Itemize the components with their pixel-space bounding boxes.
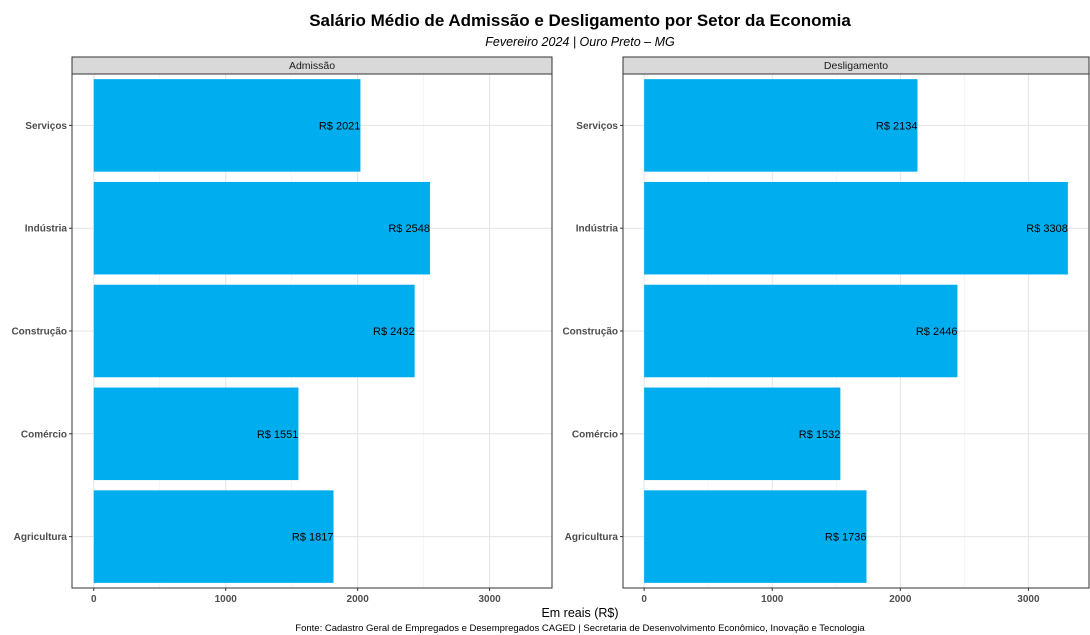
y-tick-label: Indústria xyxy=(25,224,68,235)
bar xyxy=(644,79,918,172)
bar-value-label: R$ 2432 xyxy=(373,326,415,338)
y-tick-label: Serviços xyxy=(25,121,67,132)
bar xyxy=(644,181,1068,275)
bar-value-label: R$ 1736 xyxy=(825,532,867,544)
y-tick-label: Construção xyxy=(11,327,67,338)
bar xyxy=(93,181,430,275)
panel-2: Desligamento R$ 2134 R$ 3308 R$ 2446 R$ 1532… xyxy=(562,56,1090,605)
bar xyxy=(93,79,361,172)
y-tick-label: Agricultura xyxy=(14,532,68,543)
x-tick-label: 0 xyxy=(91,594,97,605)
bar-value-label: R$ 1817 xyxy=(292,532,334,544)
bar-value-label: R$ 1551 xyxy=(257,429,299,441)
x-tick-label: 0 xyxy=(641,594,647,605)
panel-1: Admissão R$ 2021 R$ 2548 R$ 2432 R$ 1551 R$ 1… xyxy=(11,56,553,605)
x-tick-label: 1000 xyxy=(761,594,784,605)
bar-value-label: R$ 1532 xyxy=(799,429,841,441)
bar-value-label: R$ 2548 xyxy=(388,223,430,235)
panels: Admissão R$ 2021 R$ 2548 R$ 2432 R$ 1551 R$ 1… xyxy=(11,56,1090,605)
bar xyxy=(93,490,334,583)
y-tick-label: Construção xyxy=(562,327,618,338)
y-tick-label: Agricultura xyxy=(565,532,619,543)
bar-value-label: R$ 3308 xyxy=(1026,223,1068,235)
y-tick-label: Comércio xyxy=(572,429,618,440)
x-tick-label: 3000 xyxy=(478,594,501,605)
x-tick-label: 3000 xyxy=(1017,594,1040,605)
bar xyxy=(644,490,867,583)
bar xyxy=(644,387,841,481)
bar-value-label: R$ 2134 xyxy=(876,120,918,132)
x-tick-label: 1000 xyxy=(215,594,238,605)
y-tick-label: Indústria xyxy=(576,224,619,235)
panel-strip-label: Desligamento xyxy=(824,60,888,72)
bar-value-label: R$ 2446 xyxy=(916,326,958,338)
y-tick-label: Serviços xyxy=(576,121,618,132)
chart-title: Salário Médio de Admissão e Desligamento… xyxy=(309,11,851,30)
x-axis-label: Em reais (R$) xyxy=(541,606,618,620)
x-tick-label: 2000 xyxy=(347,594,370,605)
x-tick-label: 2000 xyxy=(889,594,912,605)
bar xyxy=(644,284,958,378)
bar-value-label: R$ 2021 xyxy=(319,120,361,132)
chart-caption: Fonte: Cadastro Geral de Empregados e De… xyxy=(295,623,865,634)
bar xyxy=(93,387,299,481)
chart-subtitle: Fevereiro 2024 | Ouro Preto – MG xyxy=(485,35,675,49)
bar xyxy=(93,284,415,378)
y-tick-label: Comércio xyxy=(21,429,67,440)
panel-strip-label: Admissão xyxy=(289,60,335,72)
